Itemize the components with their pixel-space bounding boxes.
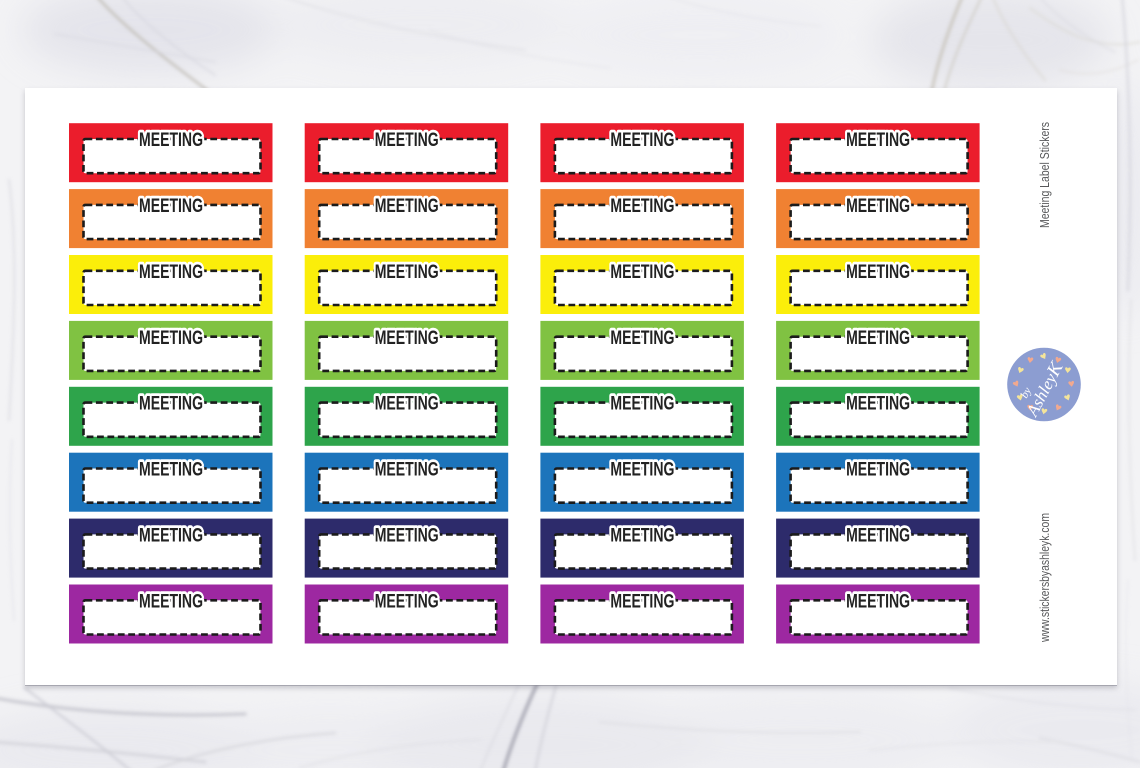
svg-text:MEETING: MEETING <box>375 525 439 547</box>
svg-text:MEETING: MEETING <box>846 195 910 217</box>
svg-text:MEETING: MEETING <box>610 590 674 612</box>
svg-text:MEETING: MEETING <box>375 261 439 283</box>
svg-text:MEETING: MEETING <box>139 393 203 415</box>
svg-text:MEETING: MEETING <box>139 195 203 217</box>
svg-text:MEETING: MEETING <box>375 590 439 612</box>
svg-text:MEETING: MEETING <box>375 129 439 151</box>
svg-text:MEETING: MEETING <box>375 195 439 217</box>
svg-text:by: by <box>1018 385 1034 400</box>
svg-text:MEETING: MEETING <box>139 459 203 481</box>
svg-text:MEETING: MEETING <box>139 129 203 151</box>
svg-text:MEETING: MEETING <box>610 261 674 283</box>
svg-text:MEETING: MEETING <box>846 525 910 547</box>
svg-text:MEETING: MEETING <box>846 261 910 283</box>
svg-text:MEETING: MEETING <box>375 327 439 349</box>
svg-text:MEETING: MEETING <box>139 590 203 612</box>
svg-text:MEETING: MEETING <box>375 261 439 283</box>
svg-text:MEETING: MEETING <box>610 327 674 349</box>
svg-text:MEETING: MEETING <box>846 459 910 481</box>
svg-text:MEETING: MEETING <box>375 459 439 481</box>
svg-text:MEETING: MEETING <box>846 590 910 612</box>
svg-text:MEETING: MEETING <box>375 393 439 415</box>
svg-text:MEETING: MEETING <box>846 195 910 217</box>
svg-text:MEETING: MEETING <box>610 525 674 547</box>
svg-text:MEETING: MEETING <box>375 195 439 217</box>
svg-text:MEETING: MEETING <box>139 459 203 481</box>
svg-text:MEETING: MEETING <box>139 327 203 349</box>
svg-text:MEETING: MEETING <box>610 393 674 415</box>
svg-text:MEETING: MEETING <box>610 590 674 612</box>
svg-text:Meeting Label Stickers: Meeting Label Stickers <box>1037 122 1052 228</box>
svg-text:MEETING: MEETING <box>846 261 910 283</box>
svg-text:MEETING: MEETING <box>375 129 439 151</box>
svg-text:MEETING: MEETING <box>139 525 203 547</box>
svg-text:MEETING: MEETING <box>846 590 910 612</box>
svg-text:MEETING: MEETING <box>139 195 203 217</box>
svg-text:MEETING: MEETING <box>846 129 910 151</box>
svg-text:MEETING: MEETING <box>846 393 910 415</box>
svg-text:MEETING: MEETING <box>139 590 203 612</box>
svg-text:MEETING: MEETING <box>139 525 203 547</box>
svg-text:www.stickersbyashleyk.com: www.stickersbyashleyk.com <box>1037 513 1052 643</box>
svg-text:MEETING: MEETING <box>139 327 203 349</box>
svg-text:MEETING: MEETING <box>610 525 674 547</box>
svg-text:MEETING: MEETING <box>846 525 910 547</box>
svg-text:MEETING: MEETING <box>610 129 674 151</box>
svg-text:MEETING: MEETING <box>139 261 203 283</box>
svg-text:MEETING: MEETING <box>610 459 674 481</box>
svg-text:MEETING: MEETING <box>139 393 203 415</box>
svg-text:MEETING: MEETING <box>846 129 910 151</box>
svg-text:MEETING: MEETING <box>139 261 203 283</box>
svg-text:MEETING: MEETING <box>610 195 674 217</box>
svg-text:MEETING: MEETING <box>139 129 203 151</box>
svg-text:MEETING: MEETING <box>610 459 674 481</box>
svg-text:MEETING: MEETING <box>610 261 674 283</box>
svg-text:MEETING: MEETING <box>375 459 439 481</box>
svg-text:MEETING: MEETING <box>846 327 910 349</box>
svg-text:MEETING: MEETING <box>610 393 674 415</box>
svg-text:MEETING: MEETING <box>610 327 674 349</box>
svg-text:MEETING: MEETING <box>610 195 674 217</box>
svg-text:MEETING: MEETING <box>610 129 674 151</box>
svg-text:MEETING: MEETING <box>846 459 910 481</box>
svg-text:MEETING: MEETING <box>846 393 910 415</box>
svg-text:MEETING: MEETING <box>375 525 439 547</box>
svg-text:MEETING: MEETING <box>375 393 439 415</box>
svg-text:MEETING: MEETING <box>846 327 910 349</box>
svg-text:MEETING: MEETING <box>375 590 439 612</box>
svg-text:MEETING: MEETING <box>375 327 439 349</box>
